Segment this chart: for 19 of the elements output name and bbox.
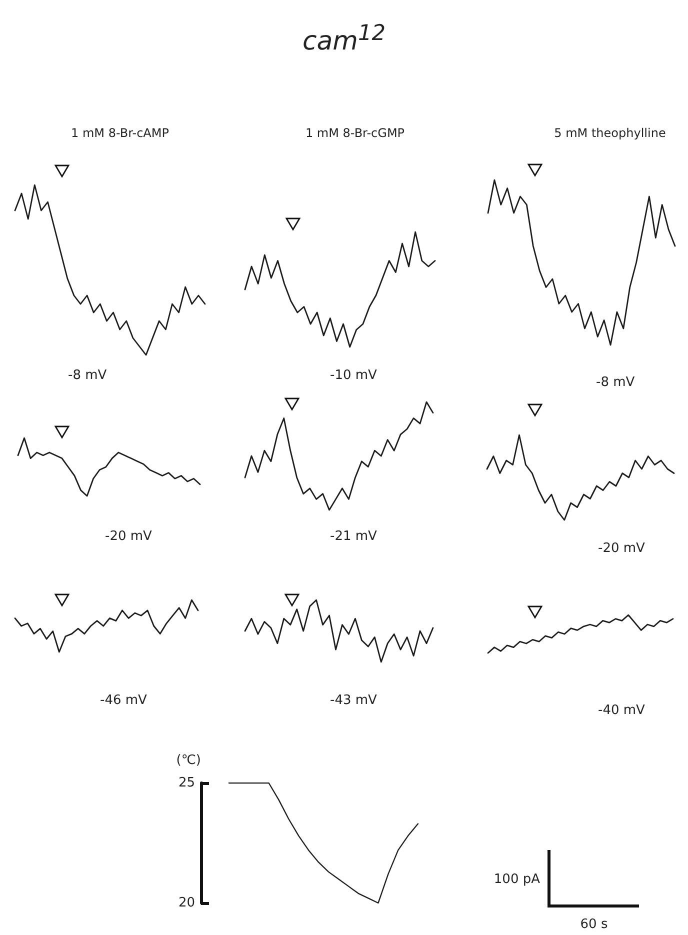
text: 60 s <box>580 917 608 932</box>
y-tick-label: 25 <box>178 776 195 790</box>
y-tick-label: 20 <box>178 896 195 910</box>
text: -20 mV <box>598 541 646 556</box>
text: -21 mV <box>330 529 378 544</box>
text: 100 pA <box>494 872 540 887</box>
y-axis-title: (℃) <box>176 753 201 768</box>
text: -40 mV <box>598 703 646 718</box>
line-series <box>228 782 419 904</box>
chart-title: 5 mM theophylline <box>554 126 666 140</box>
text: -8 mV <box>68 368 107 383</box>
chart-title: 1 mM 8-Br-cGMP <box>305 126 405 140</box>
text: -10 mV <box>330 368 378 383</box>
text: -46 mV <box>100 693 148 708</box>
text: -43 mV <box>330 693 378 708</box>
chart-title: 1 mM 8-Br-cAMP <box>71 126 169 140</box>
text: cam$^{12}$ <box>301 20 387 59</box>
text: -8 mV <box>596 375 635 390</box>
text: -20 mV <box>105 529 152 544</box>
